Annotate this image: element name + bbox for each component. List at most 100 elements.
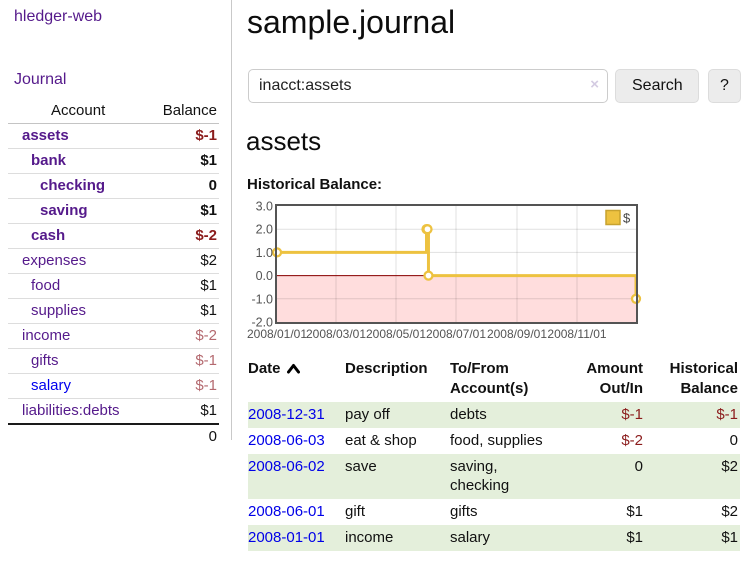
x-tick-label: 2008/07/01 [426, 327, 486, 341]
account-link[interactable]: checking [40, 177, 106, 194]
register-header-label: Historical Balance [669, 360, 738, 397]
register-date-link[interactable]: 2008-06-03 [248, 432, 325, 449]
register-description: eat & shop [345, 432, 417, 449]
account-balance: $-1 [144, 348, 219, 374]
register-header-cell: Amount Out/In [583, 357, 645, 402]
account-link[interactable]: salary [31, 377, 72, 394]
account-name-cell: saving [8, 198, 145, 224]
account-name-cell: salary [8, 373, 145, 399]
register-header-label: Amount Out/In [586, 360, 643, 397]
account-row: cash $-2 [8, 223, 219, 249]
y-tick-label: -2.0 [251, 316, 273, 330]
register-balance: $2 [721, 458, 738, 475]
register-amount: $1 [626, 529, 643, 546]
account-name-cell: expenses [8, 248, 145, 274]
register-row: 2008-06-01 gift gifts $1 $2 [248, 499, 740, 525]
y-tick-label: -1.0 [251, 292, 273, 306]
account-name-cell: supplies [8, 298, 145, 324]
search-input[interactable] [248, 69, 608, 103]
register-date-cell: 2008-06-01 [248, 499, 345, 525]
y-tick-label: 2.0 [256, 223, 273, 237]
search-button[interactable]: Search [615, 69, 699, 103]
chart-title: Historical Balance: [247, 176, 383, 193]
data-point [422, 224, 433, 235]
brand-link[interactable]: hledger-web [14, 8, 103, 25]
account-row: bank $1 [8, 148, 219, 174]
register-date-link[interactable]: 2008-01-01 [248, 529, 325, 546]
x-tick-label: 2008/11/01 [547, 327, 606, 341]
register-row: 2008-06-03 eat & shop food, supplies $-2 0 [248, 428, 740, 454]
register-description: save [345, 458, 377, 475]
register-header-cell: Historical Balance [645, 357, 740, 402]
register-description: pay off [345, 406, 390, 423]
account-link[interactable]: supplies [31, 302, 87, 319]
clear-search-icon[interactable]: × [590, 76, 599, 93]
account-link[interactable]: bank [31, 152, 67, 169]
account-name-cell: liabilities:debts [8, 398, 145, 425]
register-accounts: gifts [450, 503, 478, 520]
data-point [423, 270, 434, 281]
register-description: gift [345, 503, 366, 520]
register-balance: 0 [729, 432, 738, 449]
account-link[interactable]: assets [22, 127, 69, 144]
register-accounts: food, supplies [450, 432, 543, 449]
accounts-header-row: Account Balance [8, 99, 219, 124]
register-amount: $-1 [621, 406, 643, 423]
register-date-link[interactable]: 2008-06-01 [248, 503, 325, 520]
accounts-total-value: 0 [144, 423, 219, 449]
y-tick-label: 0.0 [256, 269, 273, 283]
account-row: food $1 [8, 273, 219, 299]
account-row: supplies $1 [8, 298, 219, 324]
register-header-cell: Date [248, 357, 345, 402]
register-description: income [345, 529, 394, 546]
sidebar: hledger-web Journal Account Balance asse… [0, 0, 232, 449]
register-row: 2008-01-01 income salary $1 $1 [248, 525, 740, 551]
account-link[interactable]: liabilities:debts [22, 402, 120, 419]
legend-swatch [605, 209, 621, 226]
account-link[interactable]: income [22, 327, 71, 344]
account-row: gifts $-1 [8, 348, 219, 374]
register-table: Date Description To/From Account(s) Amount … [248, 357, 740, 551]
account-row: saving $1 [8, 198, 219, 224]
x-tick-label: 2008/05/01 [366, 327, 426, 341]
account-name-cell: checking [8, 173, 145, 199]
legend-label: $ [623, 211, 631, 226]
register-accounts: debts [450, 406, 487, 423]
account-link[interactable]: food [31, 277, 61, 294]
register-header-label: Date [248, 360, 281, 377]
account-name-cell: food [8, 273, 145, 299]
page-title: sample.journal [247, 4, 456, 40]
account-row: expenses $2 [8, 248, 219, 274]
account-balance: $1 [144, 273, 219, 299]
accounts-header-account: Account [8, 99, 145, 124]
y-tick-label: 1.0 [256, 246, 273, 260]
account-balance: $-1 [144, 123, 219, 149]
account-balance: $1 [144, 298, 219, 324]
account-name-cell: bank [8, 148, 145, 174]
register-date-cell: 2008-06-03 [248, 428, 345, 454]
account-link[interactable]: gifts [31, 352, 59, 369]
account-balance: $2 [144, 248, 219, 274]
account-balance: $-2 [144, 223, 219, 249]
register-accounts: salary [450, 529, 491, 546]
help-button[interactable]: ? [708, 69, 741, 103]
register-row: 2008-12-31 pay off debts $-1 $-1 [248, 402, 740, 428]
account-link[interactable]: expenses [22, 252, 87, 269]
register-header-cell: To/From Account(s) [450, 357, 583, 402]
accounts-total-spacer [8, 423, 145, 449]
negative-region [277, 275, 636, 322]
register-date-link[interactable]: 2008-12-31 [248, 406, 325, 423]
search-form: × Search ? [248, 69, 741, 103]
account-link[interactable]: saving [40, 202, 88, 219]
x-tick-label: 2008/09/01 [487, 327, 547, 341]
account-heading: assets [246, 126, 322, 156]
x-tick-label: 2008/01/01 [247, 327, 307, 341]
sort-asc-icon[interactable] [286, 363, 300, 374]
sidebar-item-journal[interactable]: Journal [14, 71, 67, 88]
register-header-label: Description [345, 360, 428, 377]
accounts-table: Account Balance assets $-1 bank $1 checking 0… [8, 99, 219, 449]
register-date-link[interactable]: 2008-06-02 [248, 458, 325, 475]
register-balance: $2 [721, 503, 738, 520]
account-link[interactable]: cash [31, 227, 66, 244]
account-balance: $1 [144, 198, 219, 224]
